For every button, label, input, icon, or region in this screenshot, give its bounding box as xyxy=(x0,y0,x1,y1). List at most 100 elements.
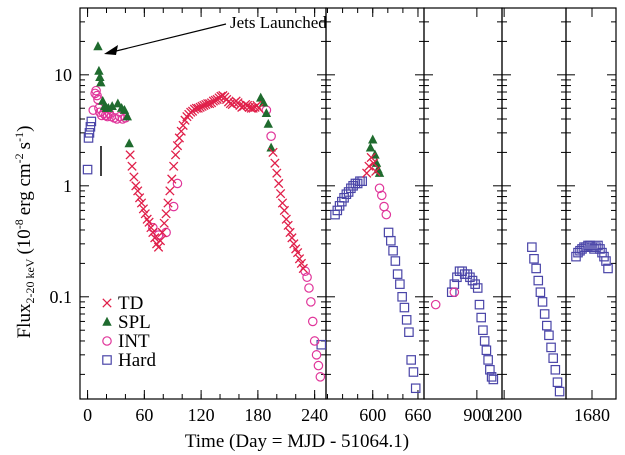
data-point-hard xyxy=(481,345,492,356)
data-point-td xyxy=(285,227,295,238)
panel-5: 1680 xyxy=(565,7,617,425)
data-point-td xyxy=(237,102,247,112)
x-tick-label: 60 xyxy=(135,405,153,425)
data-point-td xyxy=(134,193,145,203)
data-point-hard xyxy=(478,325,488,336)
x-tick-label: 180 xyxy=(244,405,271,425)
data-point-hard xyxy=(550,364,561,375)
data-point-spl xyxy=(122,111,133,121)
data-point-hard xyxy=(408,367,419,377)
data-point-hard xyxy=(388,245,398,256)
data-point-spl xyxy=(258,97,269,107)
data-point-spl xyxy=(263,118,273,128)
data-point-td xyxy=(366,152,376,163)
panel-frame xyxy=(565,7,617,400)
data-point-hard xyxy=(535,287,546,298)
data-point-spl xyxy=(98,95,108,105)
data-point-spl xyxy=(96,77,106,87)
marks-layer xyxy=(82,41,613,397)
data-point-int xyxy=(379,201,389,212)
data-point-hard xyxy=(539,309,550,319)
data-point-hard xyxy=(527,242,537,252)
y-tick-label: 1 xyxy=(63,176,72,196)
series-hard-panel-2 xyxy=(330,176,421,394)
data-point-int xyxy=(374,183,385,194)
data-point-hard xyxy=(465,272,475,283)
data-point-spl xyxy=(365,142,376,152)
data-point-td xyxy=(140,209,150,219)
data-point-hard xyxy=(410,383,421,394)
data-point-td xyxy=(178,120,188,131)
data-point-hard xyxy=(395,279,405,289)
data-point-td xyxy=(274,178,284,189)
data-point-hard xyxy=(472,283,483,293)
annotation-arrowhead xyxy=(104,45,118,55)
x-axis-title: Time (Day = MJD - 51064.1) xyxy=(185,431,409,452)
y-axis-title-units3: s xyxy=(14,142,35,149)
data-point-int xyxy=(88,105,99,116)
data-point-td xyxy=(157,227,167,238)
series-hard-panel-5 xyxy=(571,240,613,274)
data-point-int xyxy=(315,372,326,382)
data-point-td xyxy=(174,133,185,143)
data-point-td xyxy=(155,236,166,246)
data-point-td xyxy=(275,188,286,199)
data-point-td xyxy=(281,214,291,224)
data-point-spl xyxy=(374,167,385,177)
data-point-hard xyxy=(454,266,465,277)
series-spl-panel-1 xyxy=(93,41,276,152)
data-point-int xyxy=(304,283,314,293)
y-axis-title-main: Flux xyxy=(14,303,35,338)
jets-launched-annotation: Jets Launched xyxy=(100,13,327,176)
data-point-spl xyxy=(107,101,117,111)
data-point-td xyxy=(146,222,156,233)
data-point-hard xyxy=(459,269,470,279)
data-point-td xyxy=(201,99,211,110)
data-point-td xyxy=(131,181,141,191)
y-axis-title-units2: erg cm xyxy=(14,163,35,215)
y-axis-title-units: (10 xyxy=(14,229,35,254)
data-point-int xyxy=(168,201,179,212)
data-point-td xyxy=(153,242,164,252)
data-point-hard xyxy=(476,312,486,323)
data-point-td xyxy=(176,126,186,136)
legend-label-int: INT xyxy=(118,331,150,352)
data-point-spl xyxy=(95,72,105,81)
data-point-spl xyxy=(261,108,272,118)
y-axis-title-exp1: -8 xyxy=(12,219,26,229)
data-point-hard xyxy=(554,386,565,397)
data-point-td xyxy=(150,233,160,243)
data-point-td xyxy=(277,198,288,208)
series-hard-panel-3 xyxy=(446,266,499,385)
data-point-hard xyxy=(533,275,544,286)
data-point-hard xyxy=(399,302,410,313)
x-tick-label: 1680 xyxy=(574,405,610,425)
data-point-hard xyxy=(406,355,416,365)
data-point-td xyxy=(296,258,307,269)
data-point-td xyxy=(240,99,251,110)
data-point-td xyxy=(364,161,374,171)
panel-frame xyxy=(423,7,503,400)
data-point-int xyxy=(449,287,460,298)
data-point-hard xyxy=(404,327,414,337)
data-point-hard xyxy=(383,227,394,238)
data-point-td xyxy=(368,158,379,168)
data-point-hard xyxy=(537,297,548,307)
x-tick-label: 600 xyxy=(359,405,386,425)
data-point-td xyxy=(163,198,173,208)
panel-2: 600 660 xyxy=(325,7,431,425)
data-point-int xyxy=(114,111,125,122)
series-int-panel-2 xyxy=(374,183,392,220)
data-point-hard xyxy=(83,133,94,143)
y-axis-title-close: ) xyxy=(14,126,35,132)
data-point-hard xyxy=(84,128,95,138)
data-point-td xyxy=(165,186,175,196)
y-tick-label: 10 xyxy=(54,65,72,85)
data-point-td xyxy=(144,217,154,227)
data-point-hard xyxy=(85,122,96,132)
x-tick-label: 0 xyxy=(83,405,92,425)
data-point-hard xyxy=(488,374,499,385)
panel-1: 0 60 120 180 240 xyxy=(79,7,328,425)
data-point-int xyxy=(430,299,441,310)
